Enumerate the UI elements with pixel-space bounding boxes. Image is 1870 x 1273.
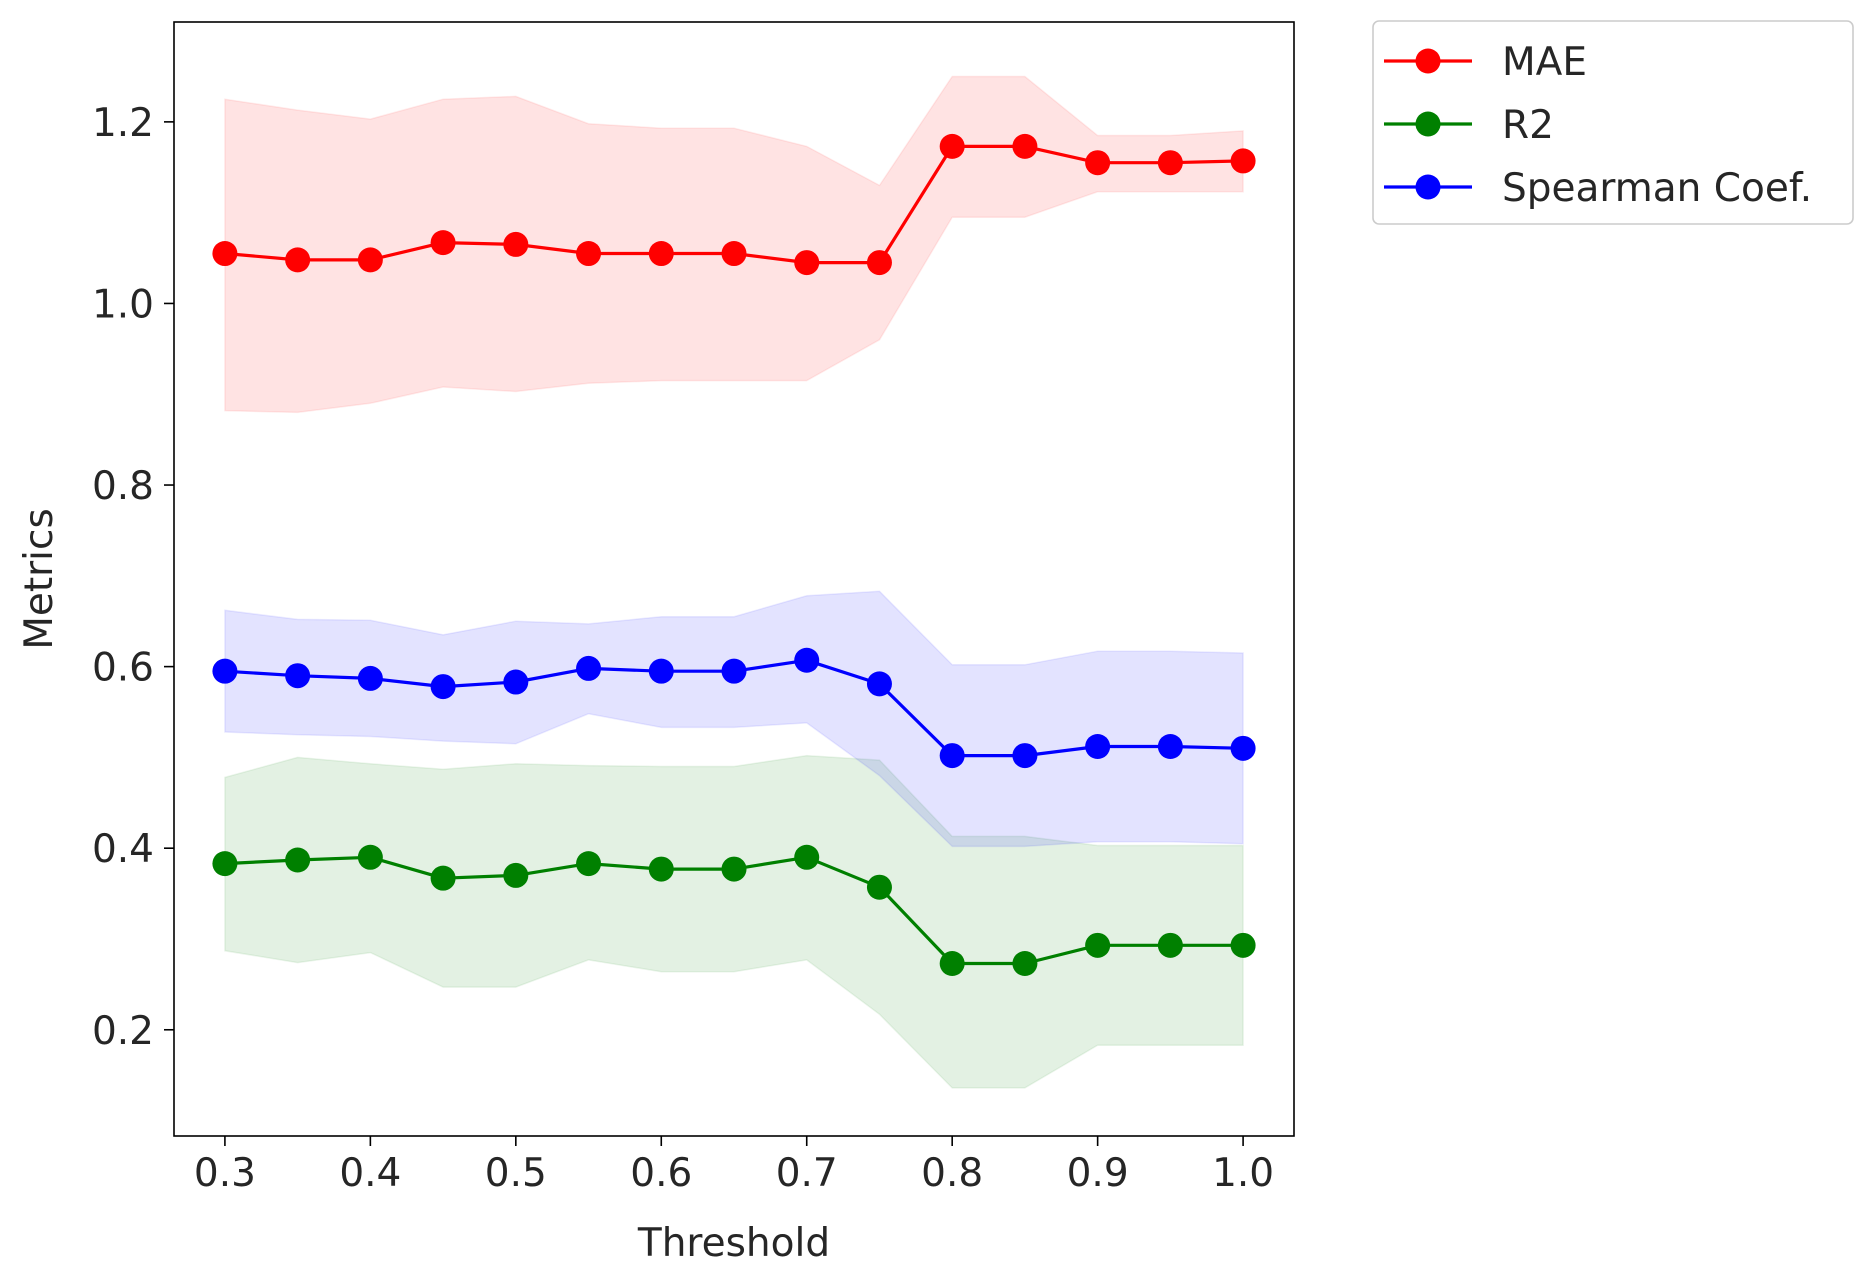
legend-label-1: R2 — [1502, 103, 1554, 148]
data-point-1-11 — [1012, 950, 1038, 976]
data-point-0-5 — [576, 241, 602, 267]
data-point-2-2 — [357, 665, 383, 691]
data-point-0-4 — [503, 231, 529, 257]
y-axis-label: Metrics — [17, 508, 62, 650]
band-1 — [224, 754, 1244, 1089]
plot-area — [212, 75, 1256, 1089]
data-point-2-1 — [285, 663, 311, 689]
data-point-1-6 — [648, 856, 674, 882]
data-point-0-10 — [939, 133, 965, 159]
y-tick-label-4: 1.0 — [92, 282, 154, 327]
data-point-2-10 — [939, 743, 965, 769]
data-point-1-3 — [430, 865, 456, 891]
data-point-0-9 — [866, 250, 892, 276]
axes-frame — [173, 21, 1295, 1137]
data-point-1-1 — [285, 847, 311, 873]
data-point-2-3 — [430, 674, 456, 700]
x-axis-label: Threshold — [637, 1221, 830, 1266]
data-point-2-0 — [212, 658, 238, 684]
data-point-2-5 — [576, 655, 602, 681]
data-point-2-7 — [721, 658, 747, 684]
data-point-0-12 — [1085, 150, 1111, 176]
band-2 — [224, 590, 1244, 848]
data-point-2-6 — [648, 658, 674, 684]
data-point-1-0 — [212, 851, 238, 877]
legend-label-0: MAE — [1502, 40, 1587, 85]
data-point-0-3 — [430, 230, 456, 256]
data-point-1-9 — [866, 874, 892, 900]
x-tick-label-0: 0.3 — [194, 1151, 256, 1196]
data-point-2-14 — [1230, 735, 1256, 761]
axis-ticks: 0.3 0.4 0.5 0.6 0.7 0.8 0.9 1.0 0.2 0.4 0.6 0.8 1.0 1… — [92, 101, 1274, 1196]
data-point-1-4 — [503, 862, 529, 888]
data-point-0-8 — [794, 250, 820, 276]
x-tick-label-1: 0.4 — [339, 1151, 401, 1196]
y-tick-label-5: 1.2 — [92, 101, 154, 146]
data-point-1-10 — [939, 950, 965, 976]
legend-marker-0 — [1415, 48, 1441, 74]
data-point-0-0 — [212, 241, 238, 267]
data-point-1-8 — [794, 844, 820, 870]
data-point-2-13 — [1157, 734, 1183, 760]
legend-marker-2 — [1415, 174, 1441, 200]
data-point-2-11 — [1012, 743, 1038, 769]
data-point-2-12 — [1085, 734, 1111, 760]
y-tick-label-3: 0.8 — [92, 464, 154, 509]
data-point-2-4 — [503, 669, 529, 695]
legend-marker-1 — [1415, 111, 1441, 137]
y-tick-label-0: 0.2 — [92, 1009, 154, 1054]
data-point-0-6 — [648, 241, 674, 267]
data-point-2-8 — [794, 647, 820, 673]
data-point-0-7 — [721, 241, 747, 267]
data-point-0-2 — [357, 247, 383, 273]
data-point-0-14 — [1230, 148, 1256, 174]
y-tick-label-1: 0.4 — [92, 827, 154, 872]
data-point-1-14 — [1230, 932, 1256, 958]
x-tick-label-7: 1.0 — [1212, 1151, 1274, 1196]
data-point-0-13 — [1157, 150, 1183, 176]
x-tick-label-6: 0.9 — [1067, 1151, 1129, 1196]
y-tick-label-2: 0.6 — [92, 646, 154, 691]
data-point-1-13 — [1157, 932, 1183, 958]
data-point-1-7 — [721, 856, 747, 882]
data-point-0-11 — [1012, 133, 1038, 159]
legend-box — [1372, 20, 1854, 225]
data-point-1-12 — [1085, 932, 1111, 958]
x-tick-label-5: 0.8 — [921, 1151, 983, 1196]
data-point-0-1 — [285, 247, 311, 273]
x-tick-label-3: 0.6 — [630, 1151, 692, 1196]
legend-label-2: Spearman Coef. — [1502, 166, 1812, 211]
x-tick-label-4: 0.7 — [776, 1151, 838, 1196]
legend: MAE R2 Spearman Coef. — [1372, 20, 1854, 225]
data-point-1-5 — [576, 851, 602, 877]
data-point-2-9 — [866, 671, 892, 697]
data-point-1-2 — [357, 844, 383, 870]
x-tick-label-2: 0.5 — [485, 1151, 547, 1196]
